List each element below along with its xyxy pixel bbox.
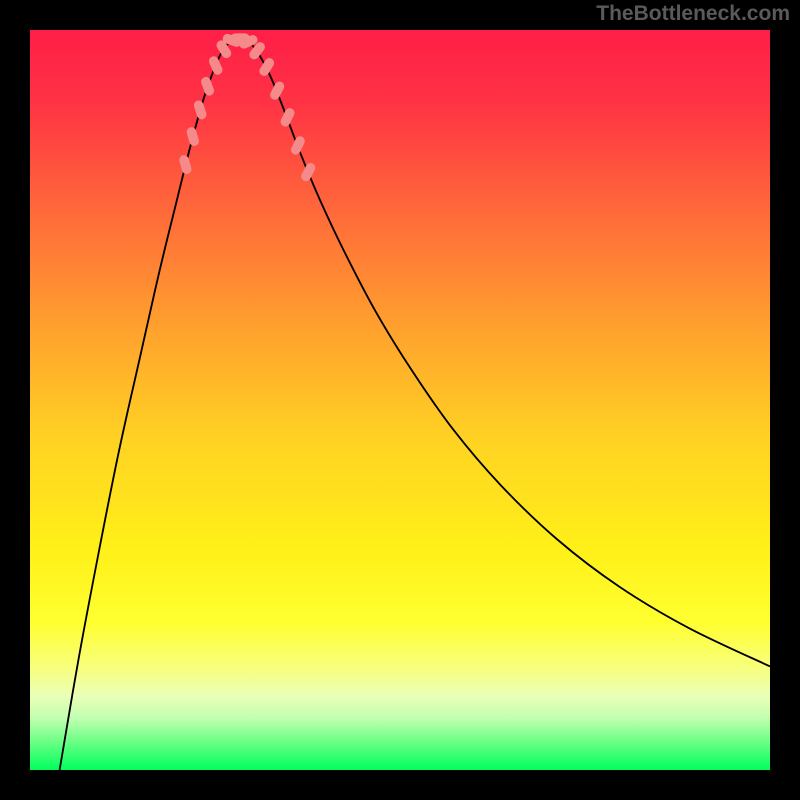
plot-area xyxy=(30,30,770,770)
data-markers xyxy=(30,30,770,770)
watermark-text: TheBottleneck.com xyxy=(596,2,790,26)
chart-container: TheBottleneck.com xyxy=(0,0,800,800)
